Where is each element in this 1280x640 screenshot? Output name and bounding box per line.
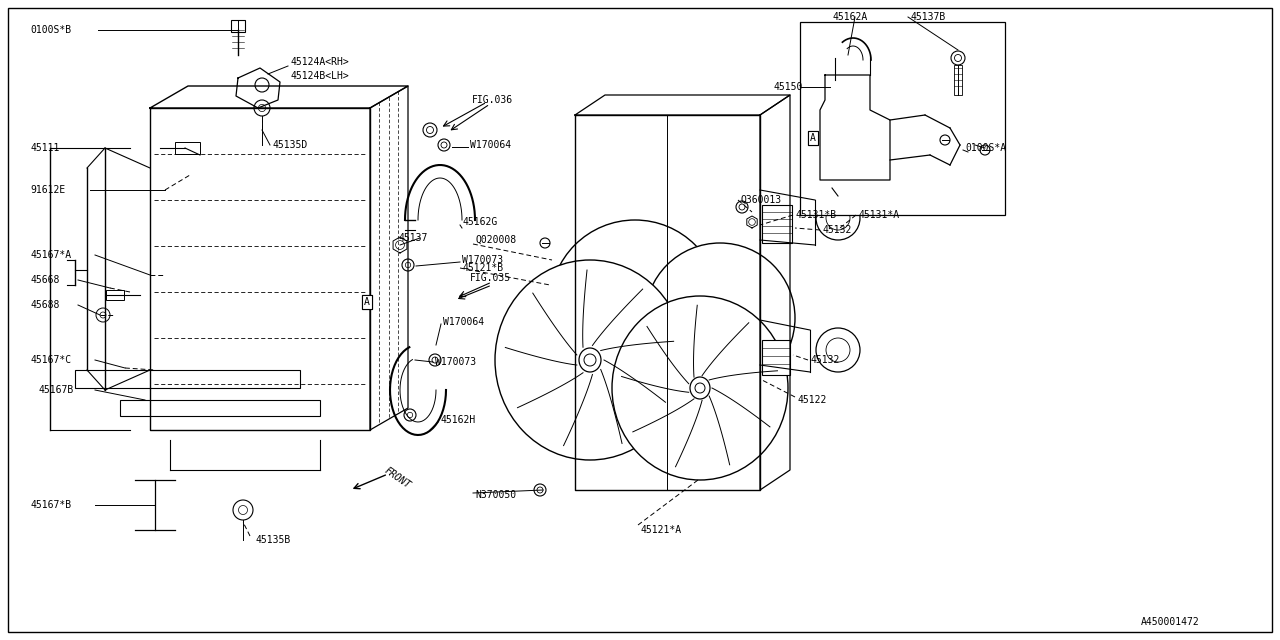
Circle shape — [259, 104, 266, 111]
Circle shape — [422, 123, 436, 137]
Text: 45162A: 45162A — [832, 12, 868, 22]
Text: 45124A<RH>: 45124A<RH> — [291, 57, 348, 67]
Text: 45135B: 45135B — [255, 535, 291, 545]
Text: 45121*B: 45121*B — [462, 263, 503, 273]
Ellipse shape — [612, 296, 788, 480]
Text: 45124B<LH>: 45124B<LH> — [291, 71, 348, 81]
Circle shape — [749, 219, 755, 225]
Text: W170064: W170064 — [443, 317, 484, 327]
Bar — [175, 142, 200, 154]
Text: 0100S*B: 0100S*B — [29, 25, 72, 35]
Circle shape — [402, 259, 413, 271]
Text: 45111: 45111 — [29, 143, 59, 153]
Text: Q360013: Q360013 — [740, 195, 781, 205]
Circle shape — [817, 328, 860, 372]
Text: 91612E: 91612E — [29, 185, 65, 195]
Text: 0100S*A: 0100S*A — [965, 143, 1006, 153]
Circle shape — [540, 238, 550, 248]
Circle shape — [940, 135, 950, 145]
Bar — [954, 65, 963, 95]
Circle shape — [584, 354, 596, 366]
Circle shape — [695, 383, 705, 393]
Ellipse shape — [579, 348, 602, 372]
Text: W170064: W170064 — [470, 140, 511, 150]
Text: A450001472: A450001472 — [1142, 617, 1201, 627]
Text: 45167*C: 45167*C — [29, 355, 72, 365]
Circle shape — [233, 500, 253, 520]
Text: 45121*A: 45121*A — [640, 525, 681, 535]
Circle shape — [826, 338, 850, 362]
Text: 45668: 45668 — [29, 275, 59, 285]
Circle shape — [96, 308, 110, 322]
Text: W170073: W170073 — [462, 255, 503, 265]
Text: W170073: W170073 — [435, 357, 476, 367]
Circle shape — [534, 484, 547, 496]
Text: FIG.035: FIG.035 — [470, 273, 511, 283]
Circle shape — [817, 196, 860, 240]
Text: 45131*A: 45131*A — [858, 210, 899, 220]
Bar — [826, 180, 845, 190]
Text: 45137B: 45137B — [910, 12, 945, 22]
Text: N370050: N370050 — [475, 490, 516, 500]
Text: 45162H: 45162H — [440, 415, 475, 425]
Text: 45167*B: 45167*B — [29, 500, 72, 510]
Text: FRONT: FRONT — [383, 466, 412, 491]
Circle shape — [100, 312, 106, 318]
Ellipse shape — [495, 260, 685, 460]
Text: 45688: 45688 — [29, 300, 59, 310]
Text: A: A — [810, 133, 815, 143]
Text: A: A — [810, 133, 815, 143]
Circle shape — [550, 220, 721, 390]
Circle shape — [255, 78, 269, 92]
Circle shape — [736, 201, 748, 213]
Text: 45135D: 45135D — [273, 140, 307, 150]
Bar — [230, 20, 244, 32]
Text: 45162G: 45162G — [462, 217, 497, 227]
Bar — [800, 22, 1005, 215]
Bar — [762, 205, 792, 243]
Text: 45132: 45132 — [810, 355, 840, 365]
Text: 45132: 45132 — [822, 225, 851, 235]
Text: 45167B: 45167B — [38, 385, 73, 395]
Bar — [76, 370, 300, 388]
Circle shape — [951, 51, 965, 65]
Text: A: A — [364, 297, 370, 307]
Circle shape — [826, 206, 850, 230]
Text: 45131*B: 45131*B — [795, 210, 836, 220]
Text: 45122: 45122 — [797, 395, 827, 405]
Bar — [762, 340, 790, 375]
Circle shape — [396, 241, 404, 250]
Circle shape — [438, 139, 451, 151]
Circle shape — [253, 100, 270, 116]
Text: 45137: 45137 — [398, 233, 428, 243]
Circle shape — [406, 262, 411, 268]
Text: 45167*A: 45167*A — [29, 250, 72, 260]
Circle shape — [238, 506, 247, 515]
Bar — [120, 400, 320, 416]
Text: 45150: 45150 — [773, 82, 803, 92]
Bar — [106, 290, 124, 300]
Text: Q020008: Q020008 — [475, 235, 516, 245]
Circle shape — [980, 145, 989, 155]
Text: FIG.036: FIG.036 — [472, 95, 513, 105]
Text: A: A — [364, 297, 370, 307]
Ellipse shape — [690, 377, 710, 399]
Circle shape — [407, 412, 412, 418]
Circle shape — [429, 354, 442, 366]
Circle shape — [404, 409, 416, 421]
Circle shape — [645, 243, 795, 393]
